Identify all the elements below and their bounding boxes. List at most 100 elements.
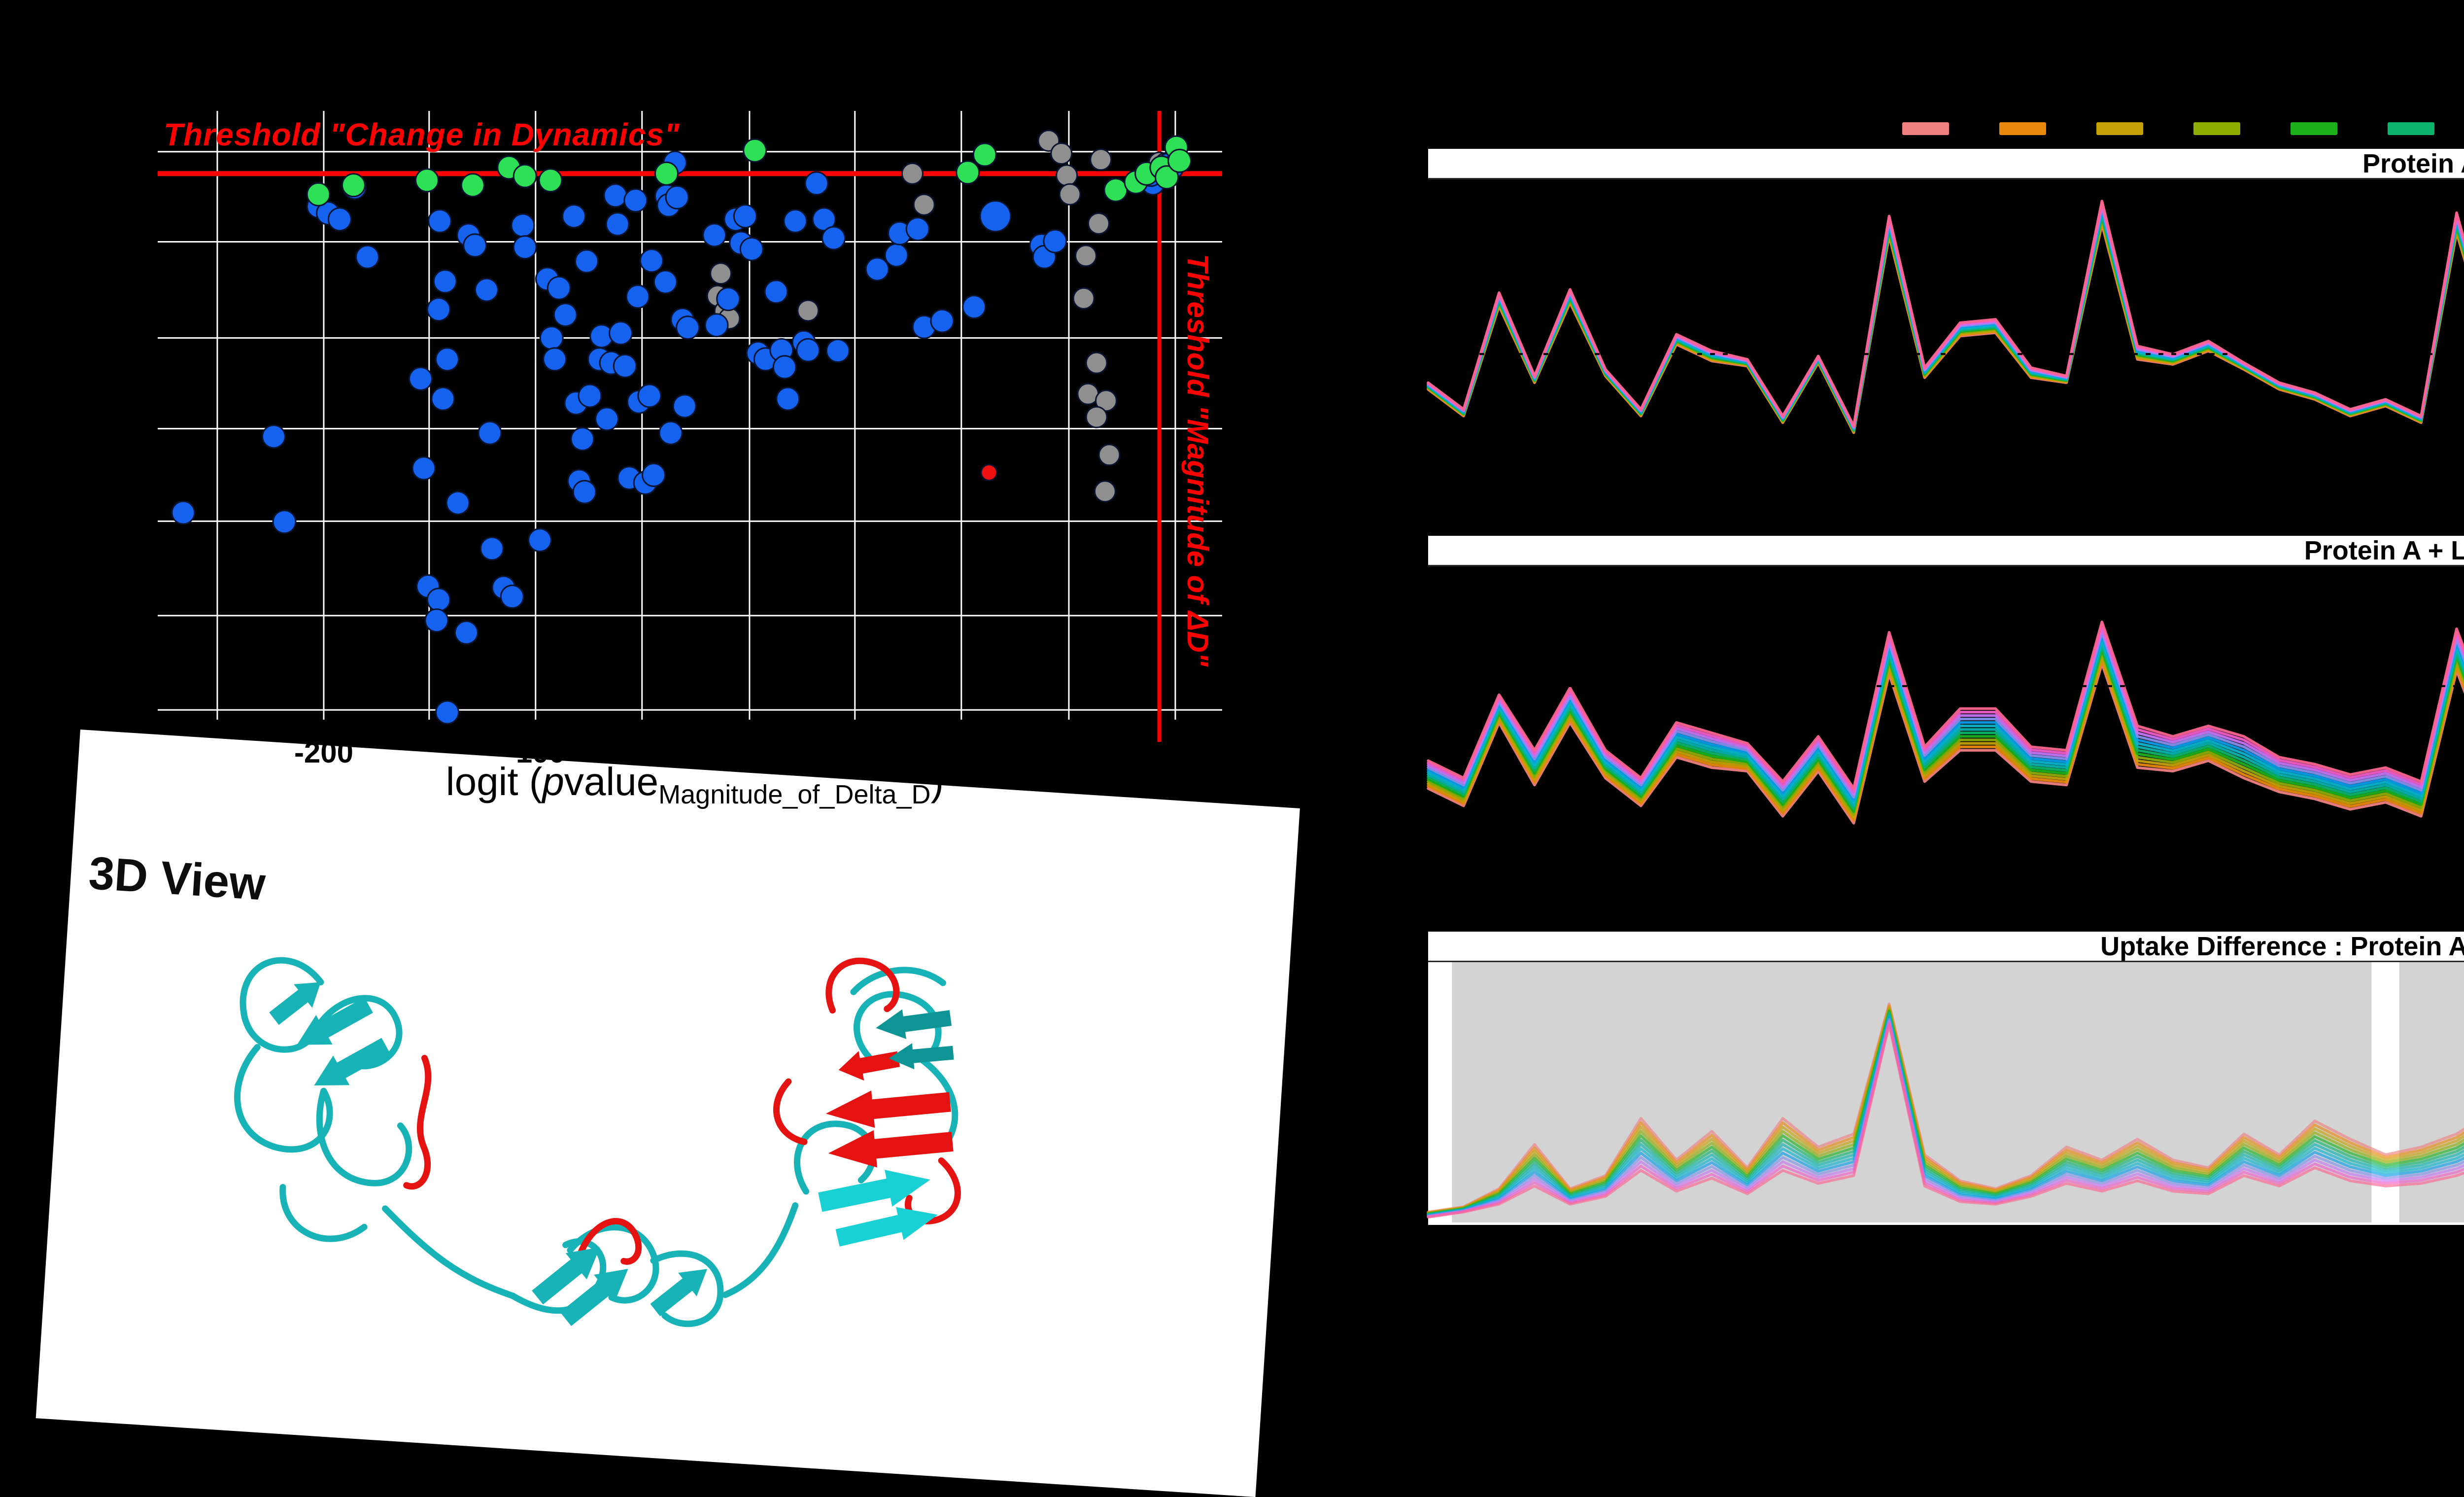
uptake-series-line — [1427, 624, 2464, 793]
scatter-point-blue — [543, 347, 567, 372]
app-canvas: Threshold "Change in Dynamics" Threshold… — [35, 111, 2464, 1497]
scatter-point-blue — [539, 326, 564, 350]
scatter-point-green — [341, 173, 366, 198]
uptake-series-line — [1427, 1014, 2464, 1217]
legend-timepoint-swatch-3 — [2096, 122, 2143, 135]
uptake-series-line — [1427, 1004, 2464, 1214]
uptake-series-line — [1427, 219, 2464, 433]
scatter-point-blue — [327, 207, 352, 232]
scatter-point-gray — [1095, 389, 1118, 412]
ribbon-beta-arrow — [269, 982, 321, 1025]
x-axis-label-p: p — [542, 760, 564, 803]
scatter-point-blue — [653, 270, 678, 294]
scatter-point-green — [1155, 165, 1179, 190]
scatter-point-blue — [716, 287, 741, 312]
scatter-point-gray — [1087, 212, 1110, 235]
uptake-series-line — [1427, 1008, 2464, 1215]
uptake-series-line — [1427, 645, 2464, 810]
scatter-point-blue — [930, 309, 955, 333]
scatter-point-blue-large — [979, 200, 1012, 233]
scatter-point-blue — [479, 536, 504, 561]
scatter-point-gray — [1059, 183, 1081, 206]
scatter-point-blue — [570, 427, 595, 452]
scatter-point-blue — [574, 249, 599, 274]
scatter-point-blue — [500, 585, 524, 609]
scatter-point-blue — [431, 386, 455, 411]
x-axis-label: logit (pvalueMagnitude_of_Delta_D) — [434, 759, 956, 810]
x-axis-label-prefix: logit ( — [445, 760, 543, 803]
missing-data-band — [1428, 962, 1452, 1222]
scatter-point-blue — [435, 347, 460, 372]
scatter-point-blue — [639, 248, 664, 273]
scatter-point-blue — [613, 353, 637, 378]
scatter-point-blue — [884, 243, 909, 268]
ribbon-loop — [314, 995, 403, 1070]
scatter-point-red — [980, 464, 998, 482]
threshold-change-in-dynamics-label: Threshold "Change in Dynamics" — [164, 117, 680, 152]
scatter-point-gray — [797, 299, 820, 322]
ribbon-beta-arrow — [560, 1269, 628, 1326]
scatter-point-blue — [272, 510, 297, 534]
timepoint-legend — [1902, 122, 2464, 135]
scatter-point-green — [956, 160, 980, 185]
scatter-point-gray — [1056, 164, 1078, 187]
scatter-point-blue — [474, 278, 499, 302]
ribbon-beta-arrow — [818, 1170, 930, 1212]
ribbon-beta-arrow — [835, 1207, 938, 1247]
ribbon-loop — [650, 1250, 724, 1327]
scatter-point-blue — [511, 213, 535, 238]
scatter-point-blue — [463, 233, 487, 258]
ribbon-loop — [854, 991, 942, 1064]
ribbon-loop — [234, 1044, 333, 1153]
scatter-point-blue — [411, 456, 436, 481]
scatter-point-blue — [702, 223, 727, 247]
scatter-point-blue — [665, 185, 689, 209]
uptake-series-line — [1427, 1019, 2464, 1218]
scatter-point-blue — [783, 209, 808, 234]
scatter-point-blue — [513, 235, 537, 260]
legend-timepoint-swatch-5 — [2291, 122, 2337, 135]
scatter-point-gray — [1075, 244, 1097, 267]
scatter-point-blue — [676, 315, 700, 340]
scatter-point-blue — [776, 386, 800, 411]
scatter-point-blue — [821, 226, 846, 250]
scatter-point-gray — [1085, 351, 1108, 374]
scatter-point-blue — [572, 480, 597, 504]
legend-timepoint-swatch-6 — [2388, 122, 2434, 135]
scatter-point-blue — [637, 383, 662, 408]
x-axis-label-suffix: ) — [930, 760, 944, 803]
ribbon-beta-arrow — [889, 1043, 954, 1070]
scatter-point-blue — [605, 212, 630, 237]
ribbon-beta-arrow — [876, 1009, 952, 1039]
scatter-point-green — [513, 164, 537, 188]
scatter-point-blue — [603, 183, 628, 208]
scatter-point-gray — [913, 193, 935, 216]
scatter-point-blue — [547, 276, 571, 300]
uptake-series-line — [1427, 1012, 2464, 1216]
scatter-point-green — [1103, 178, 1128, 203]
scatter-point-gray — [1072, 287, 1095, 310]
scatter-point-blue — [435, 700, 460, 725]
scatter-point-blue — [623, 188, 648, 213]
ribbon-loop — [850, 967, 946, 995]
ribbon-beta-arrow — [650, 1269, 708, 1317]
scatter-point-blue — [625, 284, 650, 309]
chart-title-uptake-difference: Uptake Difference : Protein A - (Protein… — [1428, 932, 2464, 962]
threshold-magnitude-label: Threshold "Magnitude of ΔD" — [1181, 254, 1214, 667]
uptake-series-line — [1427, 1023, 2464, 1219]
scatter-point-green — [460, 173, 485, 198]
scatter-point-blue — [478, 420, 502, 445]
ribbon-loop — [722, 1202, 799, 1298]
scatter-point-blue — [424, 608, 449, 633]
chart-title-protein-a: Protein A — [1428, 149, 2464, 179]
scatter-point-green — [743, 138, 767, 163]
scatter-point-blue — [426, 297, 451, 322]
scatter-point-blue — [739, 237, 764, 261]
ribbon-beta-arrow — [314, 1038, 390, 1086]
ribbon-beta-arrow — [828, 1130, 954, 1168]
uptake-series-line — [1427, 1002, 2464, 1214]
scatter-point-blue — [1043, 229, 1067, 253]
chart-title-protein-a-ligand: Protein A + Ligand — [1428, 536, 2464, 566]
scatter-point-blue — [355, 244, 380, 269]
scatter-point-blue — [825, 339, 850, 363]
